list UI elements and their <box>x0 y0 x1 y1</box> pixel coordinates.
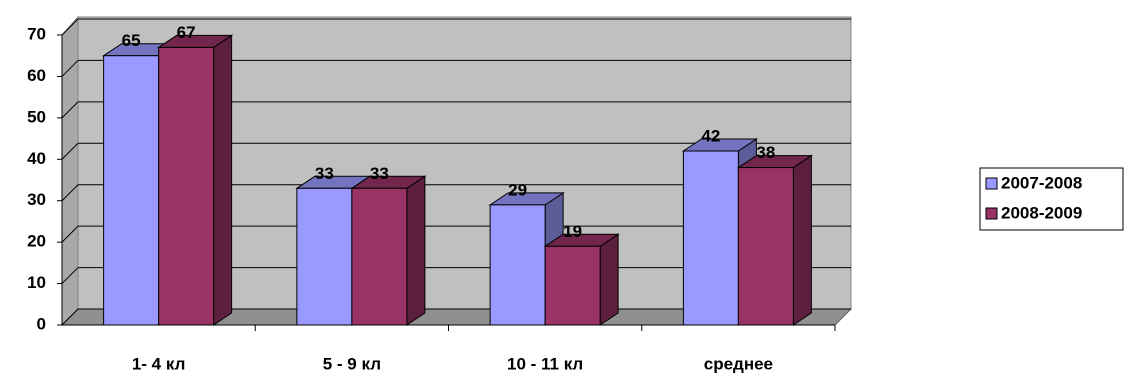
bar-side <box>792 154 812 326</box>
x-tick-label: среднее <box>704 354 773 373</box>
bar <box>544 245 601 326</box>
grid-line <box>61 60 79 77</box>
y-tick-label: 40 <box>27 149 46 168</box>
legend-box <box>979 167 1124 231</box>
y-tick-label: 50 <box>27 107 46 126</box>
bar-side <box>599 233 619 326</box>
grid-line <box>61 101 79 119</box>
legend-label: 2008-2009 <box>1001 203 1082 222</box>
y-tick-label: 10 <box>27 273 46 292</box>
bar <box>489 204 546 326</box>
grid-line <box>61 308 79 326</box>
legend-swatch <box>985 207 998 220</box>
bar <box>103 55 160 326</box>
y-tick-label: 0 <box>37 314 46 333</box>
grid-line <box>61 142 79 160</box>
bar <box>296 187 353 326</box>
x-tick-label: 1- 4 кл <box>132 354 186 373</box>
bar-side <box>406 175 426 326</box>
grid-line <box>61 225 79 243</box>
legend-label: 2007-2008 <box>1001 173 1082 192</box>
x-tick-label: 5 - 9 кл <box>323 354 381 373</box>
grid-line <box>61 267 79 284</box>
value-label: 38 <box>756 143 775 162</box>
y-tick-label: 70 <box>27 24 46 43</box>
value-label: 67 <box>177 23 196 42</box>
x-tick-label: 10 - 11 кл <box>507 354 583 373</box>
bar <box>682 150 739 326</box>
bar <box>737 167 794 326</box>
value-label: 65 <box>122 31 141 50</box>
grid-line <box>61 18 79 36</box>
value-label: 33 <box>315 164 334 183</box>
y-tick-label: 60 <box>27 66 46 85</box>
value-label: 29 <box>508 180 527 199</box>
bar-side <box>213 34 233 326</box>
value-label: 42 <box>701 126 720 145</box>
value-label: 19 <box>563 222 582 241</box>
legend-swatch <box>985 177 998 190</box>
value-label: 33 <box>370 164 389 183</box>
bar <box>351 187 408 326</box>
bar <box>158 46 215 326</box>
y-tick-label: 20 <box>27 232 46 251</box>
grid-line <box>61 184 79 202</box>
y-tick-label: 30 <box>27 190 46 209</box>
